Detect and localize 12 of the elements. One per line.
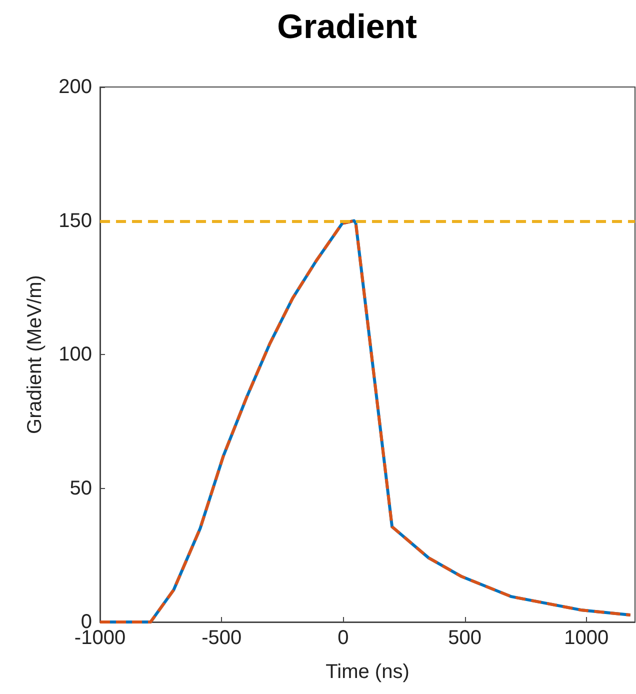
- y-tick-label: 50: [70, 477, 92, 500]
- x-tick-label: 0: [338, 627, 349, 649]
- x-axis-title: Time (ns): [326, 661, 410, 683]
- x-tick-label: 500: [448, 627, 482, 649]
- line-series: [98, 219, 632, 624]
- chart-title: Gradient: [277, 8, 417, 46]
- x-tick-label: -500: [202, 627, 242, 649]
- x-tick-label: 1000: [564, 627, 609, 649]
- y-tick-label: 150: [58, 210, 92, 232]
- y-tick-label: 200: [58, 76, 92, 98]
- y-axis-title: Gradient (MeV/m): [24, 275, 46, 434]
- y-tick-label: 100: [58, 344, 92, 366]
